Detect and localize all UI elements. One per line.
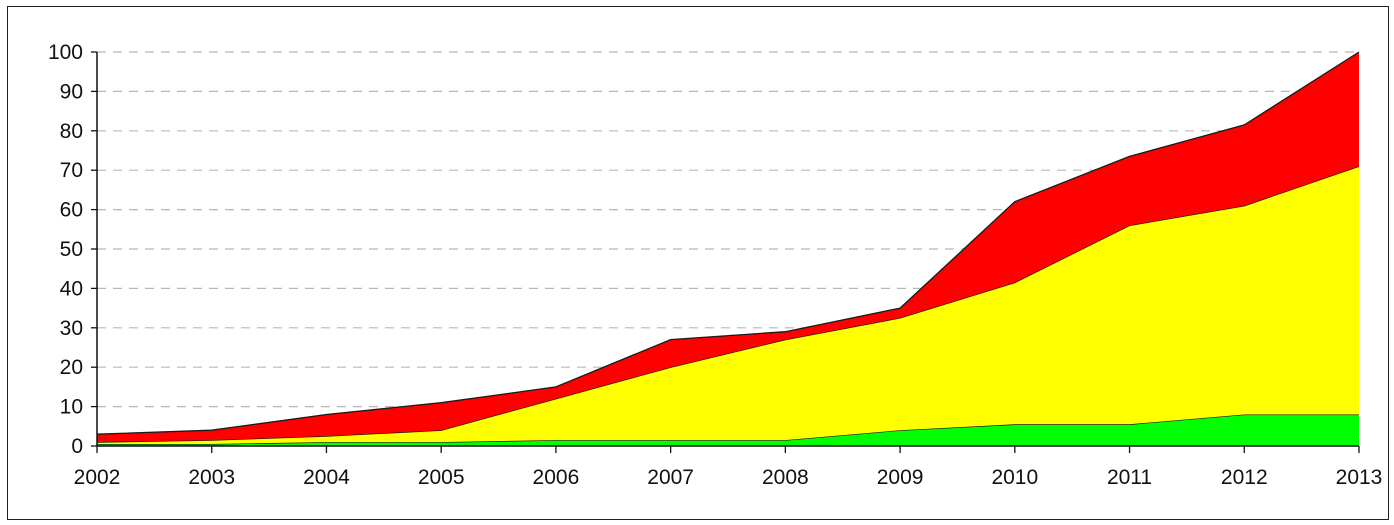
y-tick-labels: 0 10 20 30 40 50 60 70 80 90 100 bbox=[48, 41, 97, 458]
area-series-1 bbox=[97, 414, 1359, 446]
area-series bbox=[96, 51, 1360, 446]
y-tick-label: 50 bbox=[60, 238, 83, 261]
y-tick-label: 90 bbox=[60, 80, 83, 103]
y-tick-label: 70 bbox=[60, 159, 83, 182]
x-tick-label: 2011 bbox=[1107, 466, 1152, 489]
x-tick-label: 2008 bbox=[762, 466, 809, 489]
y-tick-label: 30 bbox=[60, 317, 83, 340]
x-tick-label: 2009 bbox=[877, 466, 924, 489]
x-tick-labels: 2002 2003 2004 2005 2006 2007 2008 2009 2010 2011… bbox=[74, 446, 1383, 489]
x-tick-label: 2002 bbox=[74, 466, 121, 489]
y-tick-label: 60 bbox=[60, 199, 83, 222]
y-tick-label: 0 bbox=[71, 435, 83, 458]
x-tick-label: 2013 bbox=[1336, 466, 1383, 489]
y-tick-label: 40 bbox=[60, 277, 83, 300]
x-tick-label: 2004 bbox=[303, 466, 350, 489]
x-tick-label: 2006 bbox=[533, 466, 580, 489]
x-tick-label: 2010 bbox=[991, 466, 1038, 489]
y-tick-label: 20 bbox=[60, 356, 83, 379]
y-tick-label: 100 bbox=[48, 41, 83, 64]
x-tick-label: 2003 bbox=[188, 466, 235, 489]
x-tick-label: 2012 bbox=[1221, 466, 1268, 489]
area-series-3-outline bbox=[96, 51, 1360, 435]
x-tick-label: 2007 bbox=[647, 466, 694, 489]
area-series-2 bbox=[97, 166, 1359, 445]
y-tick-label: 10 bbox=[60, 396, 83, 419]
y-tick-label: 80 bbox=[60, 120, 83, 143]
x-tick-label: 2005 bbox=[418, 466, 465, 489]
